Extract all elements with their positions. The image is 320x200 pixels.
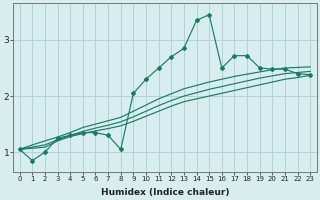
X-axis label: Humidex (Indice chaleur): Humidex (Indice chaleur) (101, 188, 229, 197)
